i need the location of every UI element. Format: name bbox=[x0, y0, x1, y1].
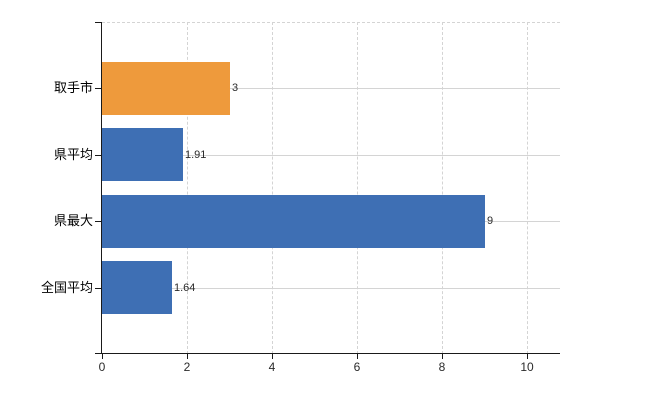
bar-県平均 bbox=[102, 128, 183, 181]
x-axis-line bbox=[95, 353, 560, 354]
x-axis-tick bbox=[527, 354, 528, 359]
y-axis-top-tick bbox=[95, 22, 101, 23]
bar-取手市 bbox=[102, 62, 230, 115]
x-gridline bbox=[357, 22, 358, 354]
plot-top-border bbox=[102, 22, 560, 23]
bar-value-label: 1.91 bbox=[185, 149, 207, 161]
bar-value-label: 3 bbox=[232, 82, 239, 94]
bar-県最大 bbox=[102, 195, 485, 248]
y-gridline bbox=[102, 288, 560, 289]
x-tick-label: 10 bbox=[520, 360, 534, 374]
category-label: 取手市 bbox=[53, 80, 93, 95]
category-label: 県最大 bbox=[53, 213, 93, 228]
y-axis-tick bbox=[95, 155, 101, 156]
y-axis-tick bbox=[95, 221, 101, 222]
x-gridline bbox=[442, 22, 443, 354]
category-label: 県平均 bbox=[53, 147, 93, 162]
x-tick-label: 6 bbox=[353, 360, 361, 374]
x-tick-label: 0 bbox=[98, 360, 106, 374]
x-axis-tick bbox=[102, 354, 103, 359]
y-gridline bbox=[102, 155, 560, 156]
bar-全国平均 bbox=[102, 261, 172, 314]
category-label: 全国平均 bbox=[40, 280, 93, 295]
y-axis-tick bbox=[95, 288, 101, 289]
x-axis-tick bbox=[272, 354, 273, 359]
x-axis-tick bbox=[187, 354, 188, 359]
y-axis-line bbox=[101, 22, 102, 354]
y-gridline bbox=[102, 88, 560, 89]
x-tick-label: 8 bbox=[438, 360, 446, 374]
y-axis-tick bbox=[95, 88, 101, 89]
x-gridline bbox=[272, 22, 273, 354]
x-gridline bbox=[187, 22, 188, 354]
x-axis-tick bbox=[357, 354, 358, 359]
x-tick-label: 4 bbox=[268, 360, 276, 374]
x-gridline bbox=[527, 22, 528, 354]
x-tick-label: 2 bbox=[183, 360, 191, 374]
x-axis-tick bbox=[442, 354, 443, 359]
bar-value-label: 9 bbox=[487, 215, 494, 227]
bar-value-label: 1.64 bbox=[174, 282, 196, 294]
